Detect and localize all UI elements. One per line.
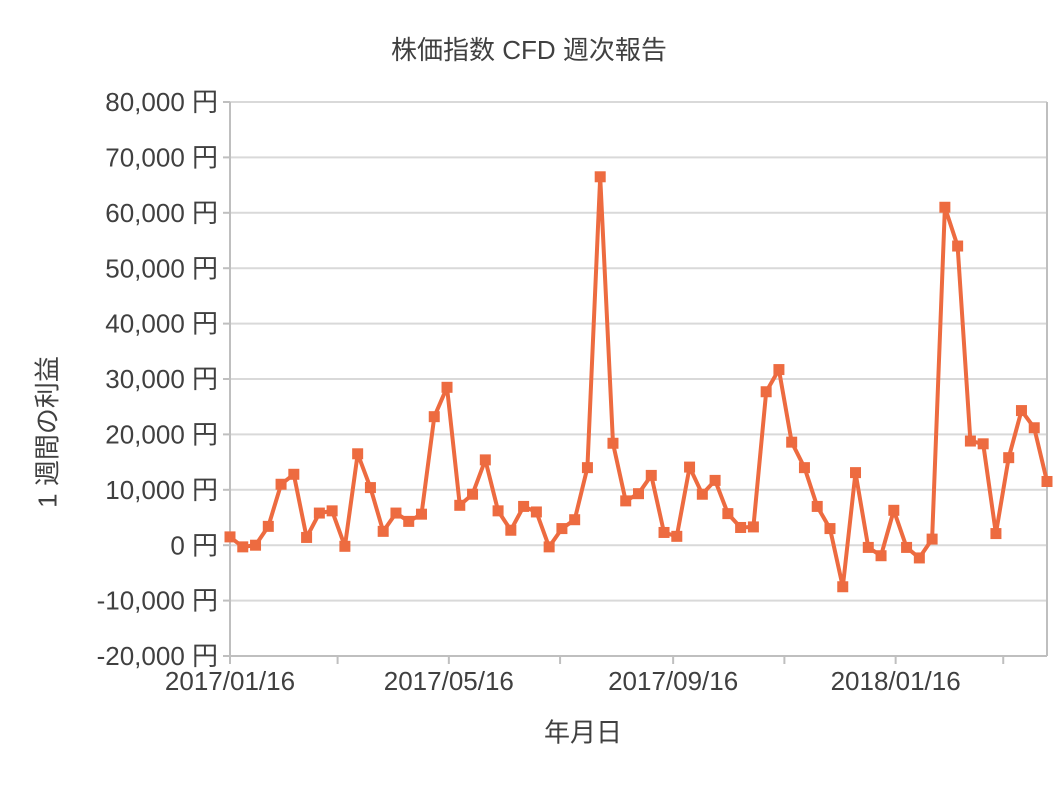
data-point-marker: [275, 478, 287, 490]
data-point-marker: [415, 508, 427, 520]
data-point-marker: [237, 541, 249, 553]
x-axis-title: 年月日: [543, 717, 623, 748]
data-point-marker: [581, 462, 593, 474]
data-point-marker: [786, 436, 798, 448]
data-point-marker: [888, 504, 900, 516]
data-point-marker: [964, 435, 976, 447]
y-tick-label: 40,000 円: [105, 309, 218, 339]
y-tick-label: 50,000 円: [105, 253, 218, 283]
data-point-marker: [492, 505, 504, 517]
data-point-marker: [952, 240, 964, 252]
data-point-marker: [250, 539, 262, 551]
data-point-marker: [696, 488, 708, 500]
y-tick-label: 20,000 円: [105, 420, 218, 450]
data-point-marker: [594, 171, 606, 183]
data-point-marker: [939, 201, 951, 213]
series-line: [228, 174, 1049, 589]
data-point-marker: [773, 364, 785, 376]
data-point-marker: [326, 505, 338, 517]
data-point-marker: [1003, 452, 1015, 464]
data-point-marker: [518, 500, 530, 512]
y-tick-label: 70,000 円: [105, 143, 218, 173]
data-point-marker: [620, 495, 632, 507]
x-tick-label: 2017/01/16: [165, 666, 295, 696]
y-tick-label: 0 円: [170, 530, 218, 560]
data-point-marker: [530, 506, 542, 518]
data-point-marker: [684, 461, 696, 473]
data-point-marker: [339, 540, 351, 552]
data-point-marker: [479, 454, 491, 466]
data-point-marker: [875, 550, 887, 562]
y-tick-label: -10,000 円: [97, 586, 218, 616]
y-tick-label: -20,000 円: [97, 641, 218, 671]
data-point-marker: [390, 507, 402, 519]
data-point-marker: [224, 531, 236, 543]
data-point-marker: [798, 462, 810, 474]
x-tick-label: 2017/09/16: [608, 666, 738, 696]
data-point-marker: [633, 488, 644, 500]
data-point-marker: [1041, 475, 1053, 487]
data-point-marker: [1015, 405, 1027, 417]
y-tick-label: 60,000 円: [105, 198, 218, 228]
data-point-marker: [441, 381, 453, 393]
data-point-marker: [377, 525, 389, 537]
data-point-marker: [262, 520, 274, 532]
data-point-marker: [709, 474, 721, 486]
data-point-marker: [428, 411, 440, 423]
data-point-marker: [760, 386, 772, 398]
data-point-marker: [735, 521, 747, 533]
data-point-marker: [990, 528, 1002, 540]
chart-title: 株価指数 CFD 週次報告: [391, 35, 667, 65]
data-point-marker: [543, 541, 555, 553]
data-point-marker: [301, 531, 313, 543]
data-point-marker: [824, 523, 836, 535]
data-point-marker: [403, 515, 415, 527]
data-point-marker: [454, 499, 466, 511]
data-point-marker: [569, 514, 581, 526]
data-point-marker: [722, 508, 734, 520]
data-point-marker: [811, 500, 823, 512]
data-point-marker: [352, 448, 364, 460]
data-point-marker: [645, 469, 657, 481]
data-point-marker: [364, 482, 376, 494]
data-point-marker: [607, 437, 619, 449]
data-point-marker: [837, 581, 849, 593]
data-point-marker: [901, 541, 913, 553]
data-point-marker: [862, 541, 874, 553]
data-point-marker: [313, 507, 325, 519]
data-point-marker: [977, 438, 989, 450]
data-point-marker: [850, 467, 862, 479]
data-point-marker: [1028, 422, 1040, 434]
data-point-marker: [556, 523, 568, 535]
y-tick-label: 10,000 円: [105, 475, 218, 505]
data-point-marker: [467, 488, 479, 500]
data-point-marker: [671, 530, 683, 542]
y-tick-label: 30,000 円: [105, 364, 218, 394]
data-point-marker: [747, 521, 759, 533]
data-point-marker: [926, 533, 938, 545]
x-tick-label: 2017/05/16: [384, 666, 514, 696]
data-point-marker: [913, 552, 925, 564]
data-point-marker: [505, 524, 517, 536]
x-tick-label: 2018/01/16: [831, 666, 961, 696]
y-tick-label: 80,000 円: [105, 87, 218, 117]
data-point-marker: [658, 526, 670, 538]
data-point-marker: [288, 468, 300, 480]
